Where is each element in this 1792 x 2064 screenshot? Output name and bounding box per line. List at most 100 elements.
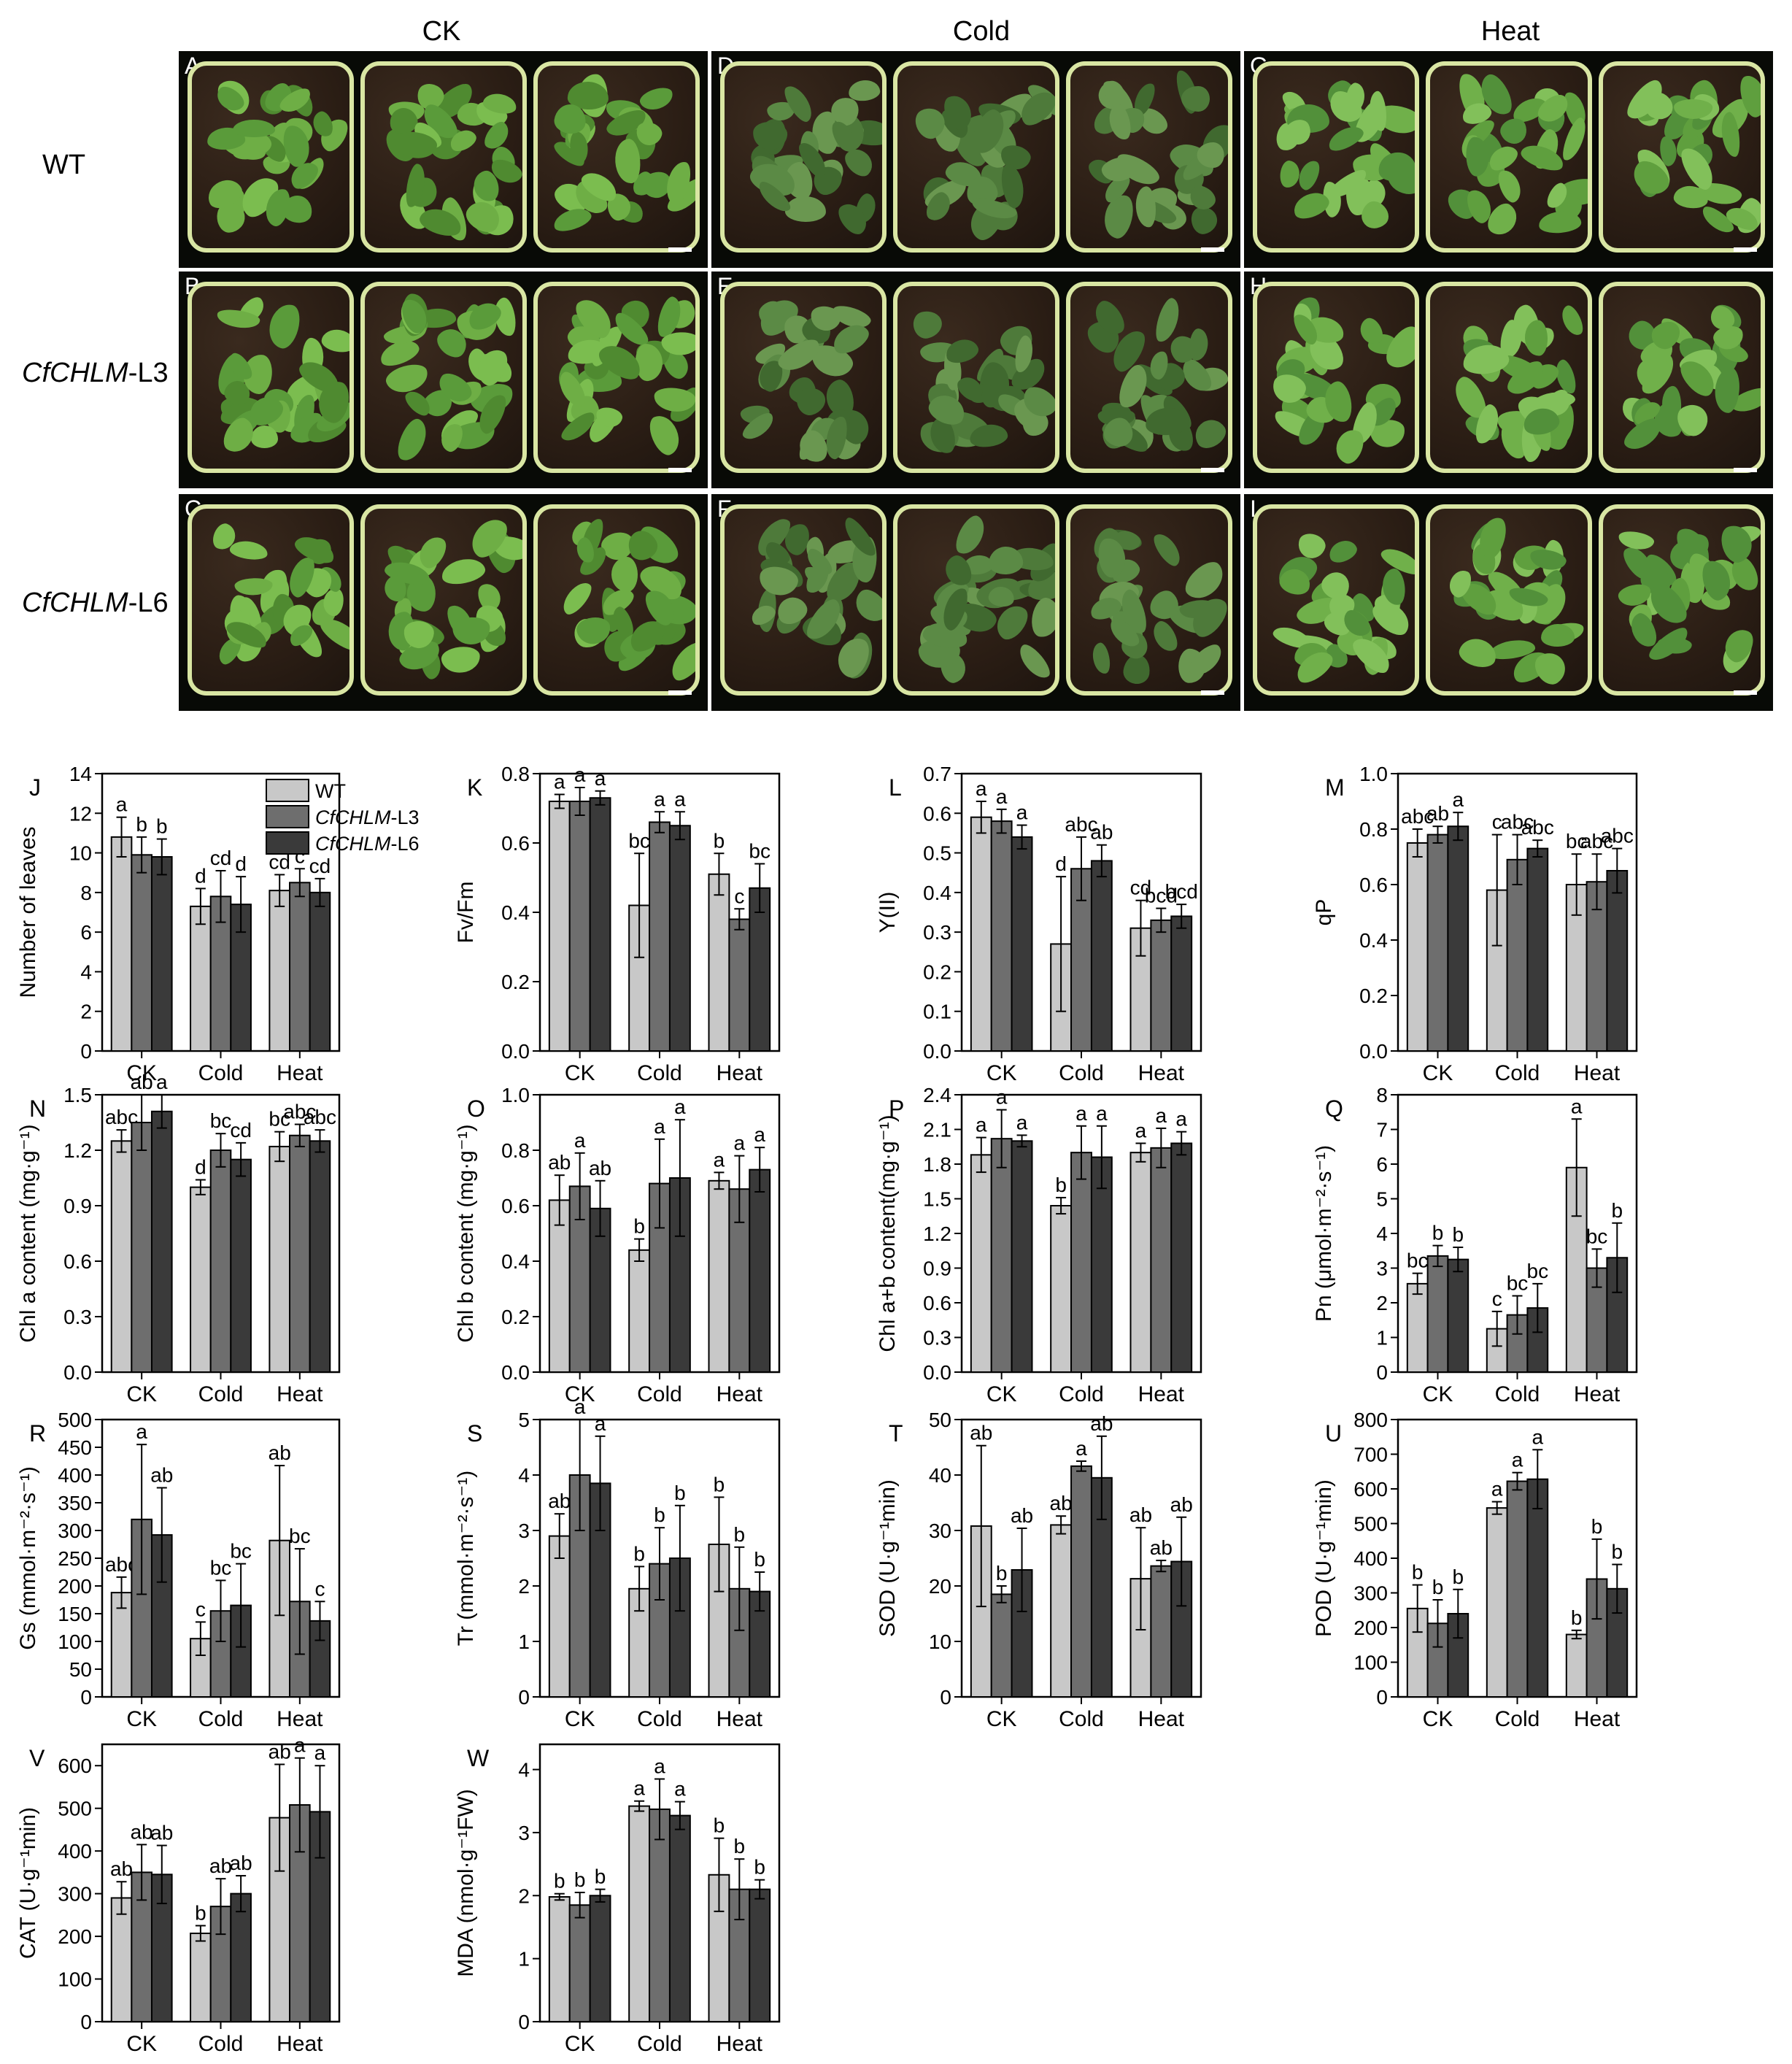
bar — [1406, 842, 1429, 1052]
bar — [1150, 1565, 1173, 1698]
x-tick-label: Heat — [277, 2032, 323, 2056]
panel-letter: R — [29, 1420, 46, 1447]
bar — [568, 801, 591, 1052]
bar — [548, 1535, 571, 1698]
significance-letter: a — [714, 1148, 725, 1171]
significance-letter: b — [1453, 1223, 1464, 1246]
plant-pot — [1426, 504, 1592, 696]
y-tick-label: 0.3 — [923, 1327, 951, 1349]
y-tick-label: 6 — [80, 921, 92, 944]
plant-pot — [1599, 504, 1765, 696]
y-tick-label: 1 — [518, 1948, 530, 1971]
y-tick-label: 0.0 — [63, 1361, 92, 1384]
significance-letter: bc — [210, 1556, 232, 1579]
bar — [1486, 1507, 1508, 1698]
scale-bar — [668, 247, 692, 252]
y-tick-label: 14 — [69, 763, 92, 785]
plant-photo: E — [711, 272, 1240, 488]
y-tick-label: 0 — [1376, 1686, 1388, 1709]
significance-letter: a — [1016, 801, 1028, 824]
significance-letter: a — [1156, 1104, 1167, 1127]
significance-letter: b — [754, 1856, 765, 1879]
significance-letter: a — [574, 763, 586, 786]
significance-letter: a — [1453, 788, 1464, 811]
plant-pot — [893, 282, 1059, 473]
x-tick-label: Cold — [637, 2032, 682, 2056]
y-axis-label: SOD (U·g⁻¹min) — [876, 1479, 900, 1637]
bar — [1050, 1205, 1073, 1373]
y-tick-label: 0.5 — [923, 842, 951, 865]
significance-letter: b — [1432, 1576, 1444, 1598]
y-tick-label: 0.9 — [923, 1258, 951, 1280]
significance-letter: abc — [283, 1101, 316, 1123]
plant-pot — [1066, 282, 1232, 473]
y-tick-label: 0.3 — [63, 1306, 92, 1328]
x-tick-label: Heat — [1574, 1061, 1621, 1085]
significance-letter: a — [976, 1114, 987, 1136]
y-tick-label: 300 — [1353, 1582, 1388, 1605]
significance-letter: b — [714, 829, 725, 852]
plant-pot — [1066, 61, 1232, 253]
x-tick-label: CK — [126, 1707, 157, 1731]
x-tick-label: CK — [986, 1061, 1017, 1085]
y-tick-label: 10 — [929, 1630, 951, 1653]
scale-bar — [1201, 690, 1224, 695]
significance-letter: abc — [1401, 805, 1434, 828]
panel-letter: W — [467, 1745, 490, 1771]
significance-letter: b — [1612, 1541, 1623, 1563]
significance-letter: ab — [1011, 1504, 1033, 1527]
significance-letter: b — [1412, 1561, 1424, 1584]
bar — [628, 1805, 651, 2023]
bar — [1170, 1142, 1193, 1373]
y-tick-label: 200 — [58, 1925, 92, 1948]
row-label-l3-gene: CfCHLM — [22, 358, 128, 388]
y-tick-label: 1.0 — [1359, 763, 1388, 785]
significance-letter: ab — [269, 1740, 291, 1763]
bar — [1090, 860, 1113, 1052]
plant-pot — [893, 504, 1059, 696]
significance-letter: abc — [1601, 825, 1634, 847]
significance-letter: a — [294, 1734, 306, 1757]
legend-swatch — [266, 831, 309, 855]
y-tick-label: 0.2 — [923, 960, 951, 983]
x-tick-label: CK — [126, 1382, 157, 1406]
y-tick-label: 0.3 — [923, 921, 951, 944]
significance-letter: a — [574, 1129, 586, 1152]
significance-letter: bc — [1507, 1272, 1529, 1295]
y-tick-label: 450 — [58, 1436, 92, 1459]
bar — [749, 1168, 771, 1373]
row-label-l3: CfCHLM-L3 — [22, 358, 169, 389]
significance-letter: a — [674, 1095, 686, 1118]
panel-letter: Q — [1325, 1095, 1343, 1122]
bar — [1090, 1156, 1113, 1373]
y-tick-label: 100 — [58, 1968, 92, 1991]
bar — [1426, 1255, 1449, 1373]
y-tick-label: 500 — [1353, 1513, 1388, 1536]
bar — [668, 1814, 691, 2022]
x-tick-label: CK — [126, 2032, 157, 2056]
x-tick-label: CK — [565, 1061, 595, 1085]
y-axis-label: Y(II) — [876, 892, 900, 933]
bar — [628, 1249, 651, 1374]
significance-letter: d — [235, 852, 247, 875]
bar — [728, 918, 751, 1052]
bar — [708, 1179, 730, 1374]
panel-letter: L — [889, 774, 902, 801]
y-tick-label: 40 — [929, 1464, 951, 1487]
bar — [110, 1897, 133, 2022]
bar — [1150, 919, 1173, 1052]
x-tick-label: Cold — [198, 1707, 244, 1731]
y-tick-label: 50 — [929, 1409, 951, 1431]
y-tick-label: 0 — [80, 1686, 92, 1709]
bar — [269, 1145, 291, 1374]
y-tick-label: 10 — [69, 842, 92, 865]
y-tick-label: 1.0 — [501, 1084, 530, 1106]
significance-letter: a — [996, 785, 1008, 808]
y-tick-label: 0.4 — [923, 882, 951, 904]
significance-letter: cd — [1130, 877, 1152, 899]
bar — [1506, 858, 1529, 1052]
bar — [1526, 1478, 1549, 1698]
significance-letter: ab — [1150, 1536, 1173, 1559]
bar — [568, 1904, 591, 2023]
